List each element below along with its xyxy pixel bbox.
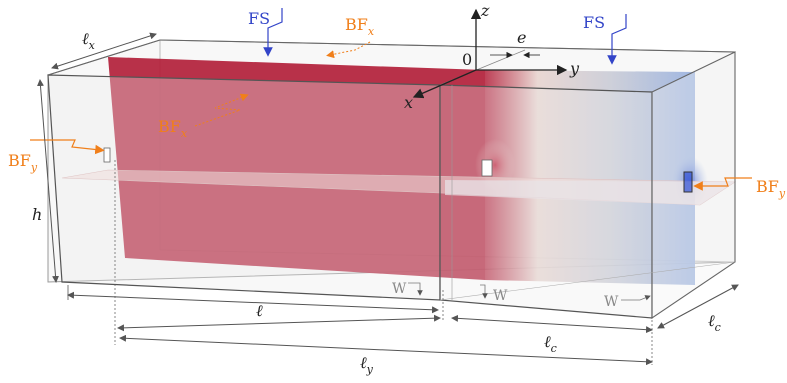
gradient-plane: [485, 70, 695, 285]
red-forcing-plane: [108, 57, 485, 280]
w2-label: W: [493, 288, 508, 304]
lx-label: ℓx: [82, 29, 96, 52]
w3-label: W: [604, 294, 619, 310]
h-dimension: [36, 79, 60, 283]
fs-right-arrow: [607, 14, 627, 65]
coordinate-axes: [412, 8, 568, 99]
bfx-top-arrow: [326, 41, 371, 59]
axis-y-label: y: [569, 59, 580, 78]
axis-z-label: z: [480, 1, 490, 20]
lx-dimension: [51, 32, 157, 70]
ly-label: ℓy: [360, 353, 374, 376]
h-label: h: [32, 205, 42, 224]
bfx-mid-label: BFx: [158, 117, 188, 140]
bfx-top-label: BFx: [345, 15, 375, 38]
fs-left-arrow: [263, 8, 283, 57]
lc-bottom-label: ℓc: [544, 332, 557, 355]
left-fixture: [103, 147, 111, 163]
origin-label: 0: [462, 50, 472, 69]
bottom-dimensions: [67, 160, 739, 366]
fs-right-label: FS: [583, 13, 605, 32]
bfy-left-label: BFy: [8, 151, 38, 174]
bfy-right-arrow: [693, 177, 752, 191]
right-fixture: [683, 171, 693, 193]
fs-left-label: FS: [248, 9, 270, 28]
offset-e-label: e: [517, 28, 526, 47]
w1-label: W: [392, 281, 407, 297]
lc-right-label: ℓc: [708, 311, 721, 334]
mid-fixture: [481, 159, 493, 177]
bfy-right-label: BFy: [756, 177, 786, 200]
bfx-mid-arrow: [194, 93, 249, 127]
axis-x-label: x: [404, 93, 413, 112]
l-label: ℓ: [256, 301, 263, 320]
